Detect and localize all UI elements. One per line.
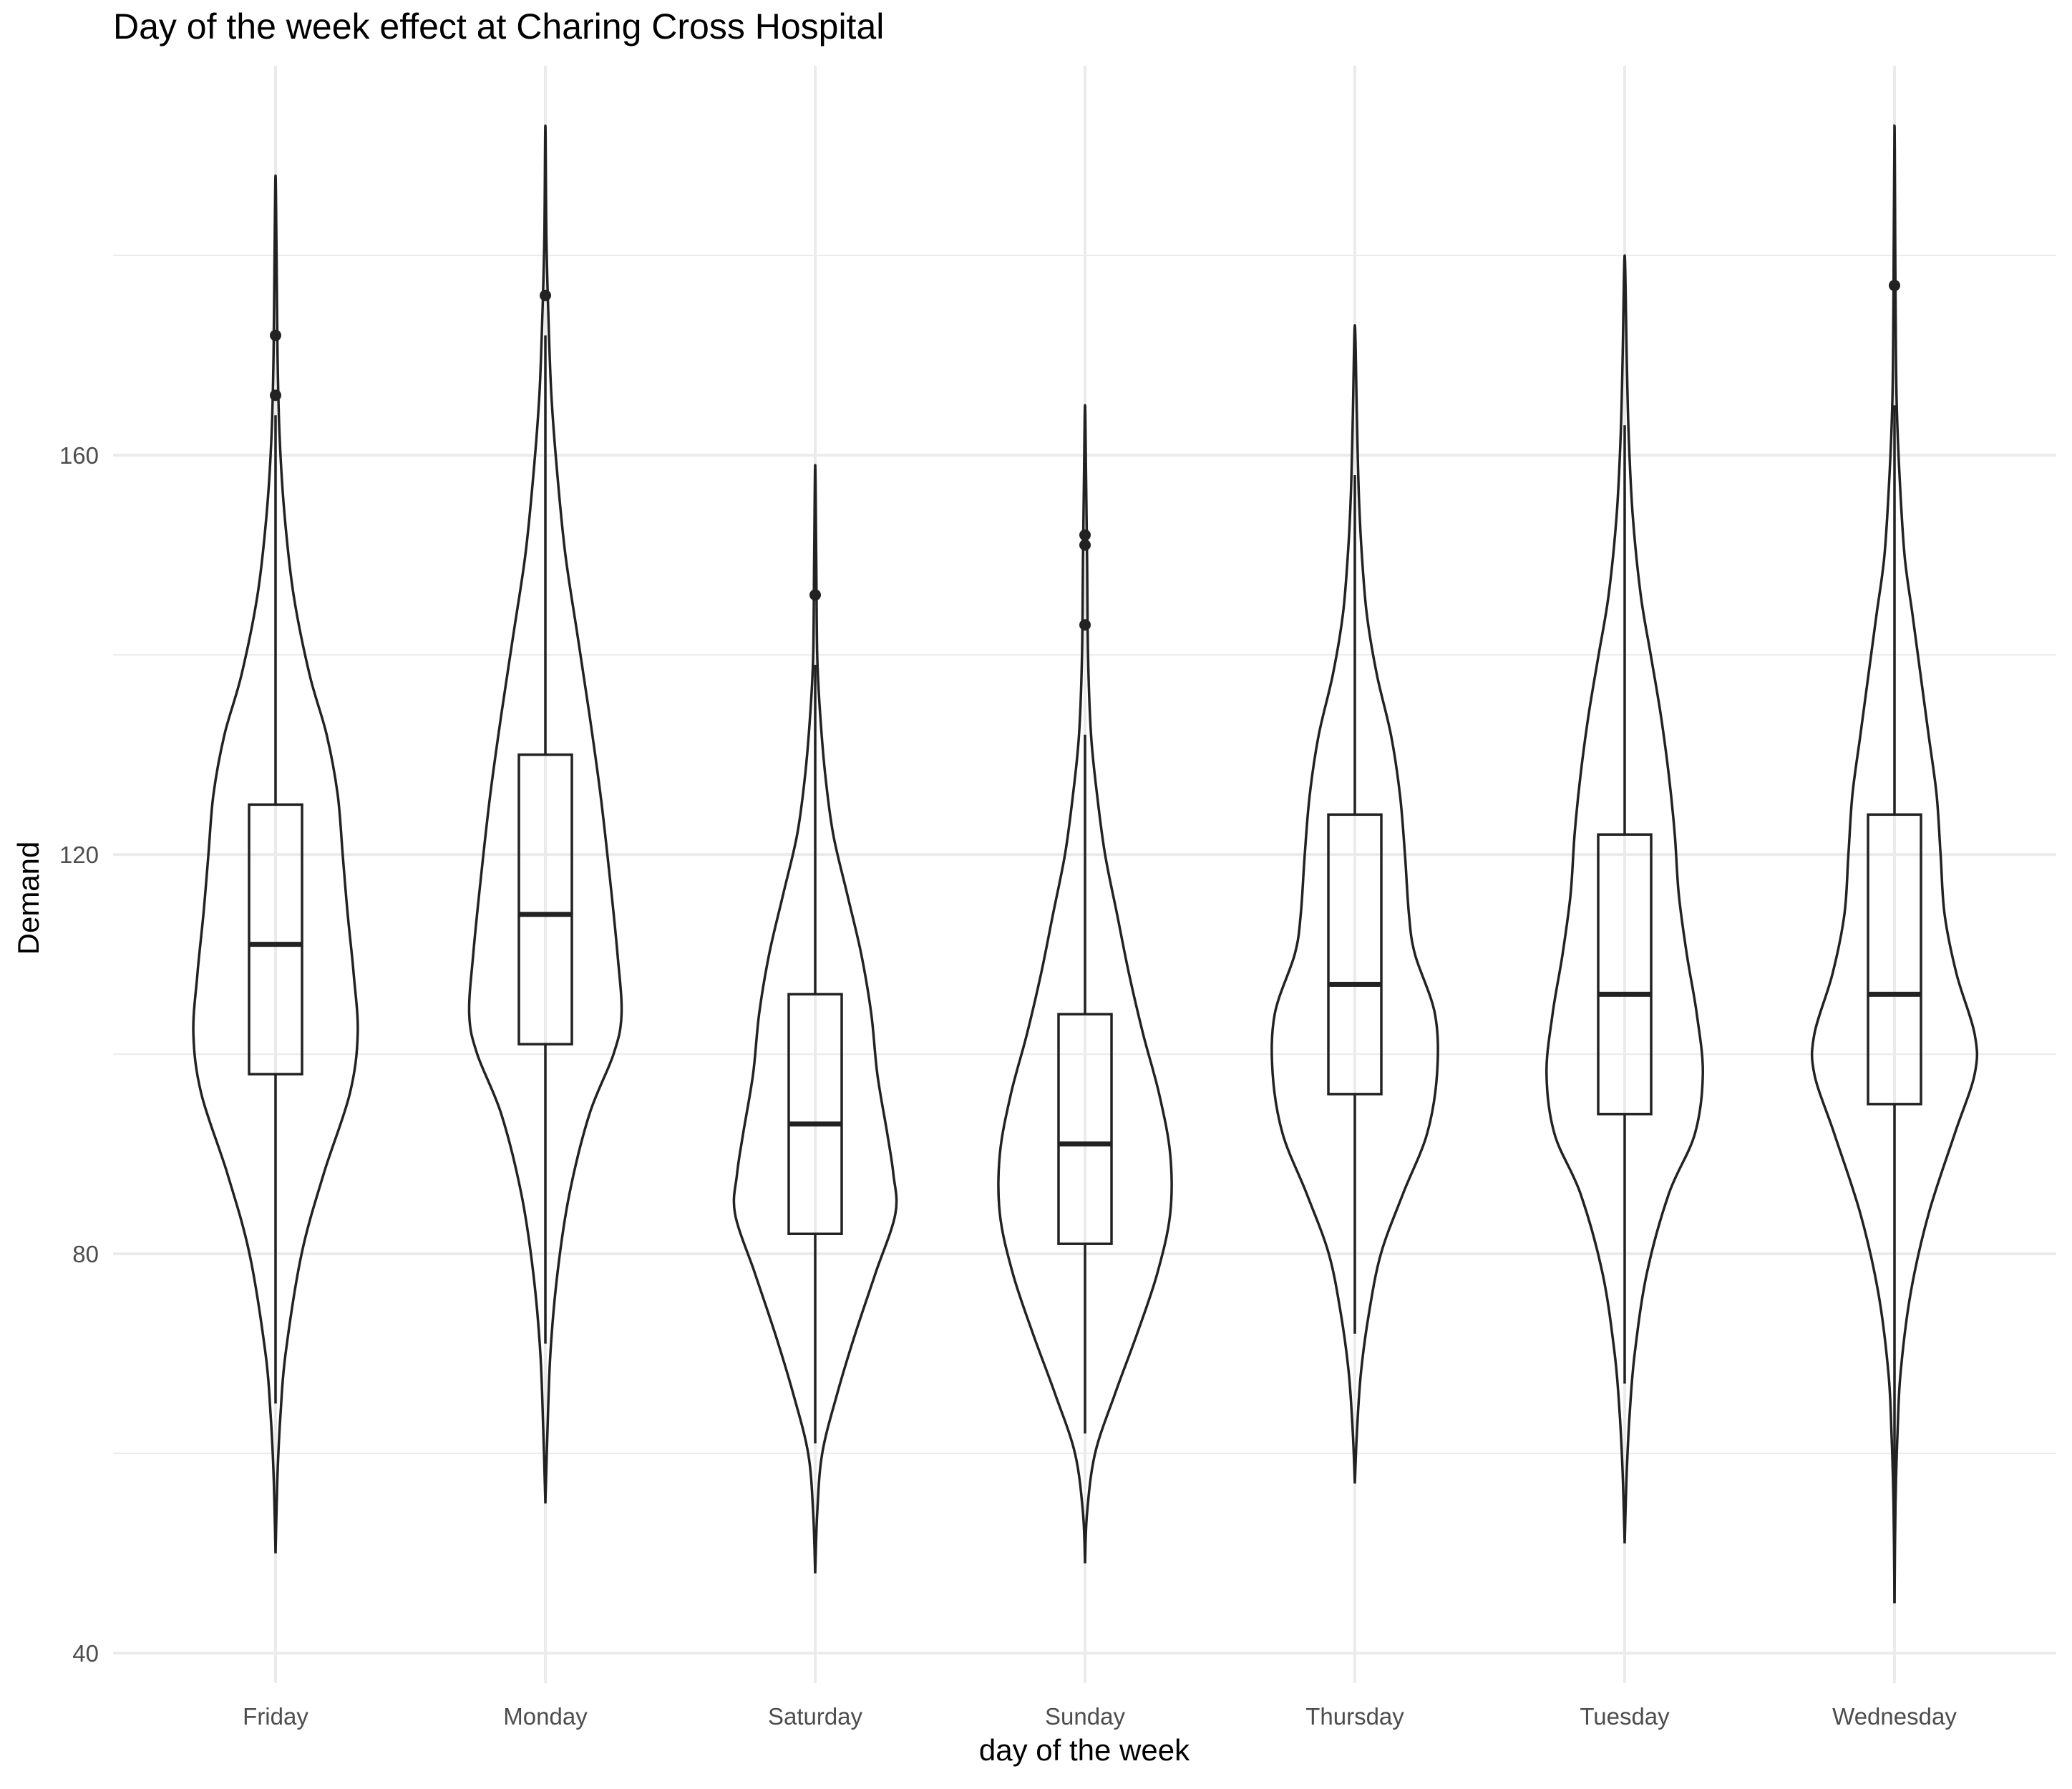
y-tick-label: 160 (59, 442, 99, 469)
outlier-point (1079, 529, 1091, 541)
box-friday (248, 803, 303, 1076)
violin-monday (467, 124, 623, 1503)
outlier-point (270, 389, 281, 401)
violin-friday (192, 174, 359, 1554)
boxplots (248, 279, 1922, 1604)
x-tick-label: Saturday (768, 1703, 863, 1730)
outlier-point (1079, 619, 1091, 631)
violin-wednesday (1810, 124, 1979, 1604)
y-axis-title: Demand (11, 842, 45, 955)
box-saturday (787, 993, 843, 1235)
violin-tuesday (1545, 254, 1704, 1544)
x-tick-label: Tuesday (1580, 1703, 1670, 1730)
y-tick-label: 120 (59, 842, 99, 868)
outlier-point (270, 329, 281, 341)
outlier-point (540, 289, 551, 301)
box-wednesday (1867, 813, 1922, 1106)
outlier-point (1079, 539, 1091, 551)
violin-sunday (997, 404, 1173, 1564)
y-tick-label: 80 (72, 1241, 99, 1267)
x-axis-title: day of the week (979, 1733, 1190, 1767)
x-tick-labels: Friday Monday Saturday Sunday Thursday Tuesda… (243, 1703, 1957, 1730)
box-tuesday (1597, 833, 1653, 1116)
box-sunday (1057, 1013, 1113, 1245)
box-thursday (1327, 813, 1383, 1096)
chart-title: Day of the week effect at Charing Cross … (113, 6, 885, 47)
x-tick-label: Friday (243, 1703, 308, 1730)
violin-saturday (732, 464, 898, 1574)
outlier-point (809, 589, 821, 601)
violin-thursday (1270, 323, 1439, 1484)
x-tick-label: Sunday (1045, 1703, 1125, 1730)
y-tick-label: 40 (72, 1640, 99, 1667)
x-tick-label: Monday (503, 1703, 588, 1730)
violins (192, 124, 1979, 1604)
outlier-point (1889, 279, 1900, 291)
box-monday (517, 753, 573, 1045)
y-tick-labels: 40 80 120 160 (59, 442, 99, 1667)
x-tick-label: Wednesday (1832, 1703, 1957, 1730)
x-tick-label: Thursday (1305, 1703, 1404, 1730)
